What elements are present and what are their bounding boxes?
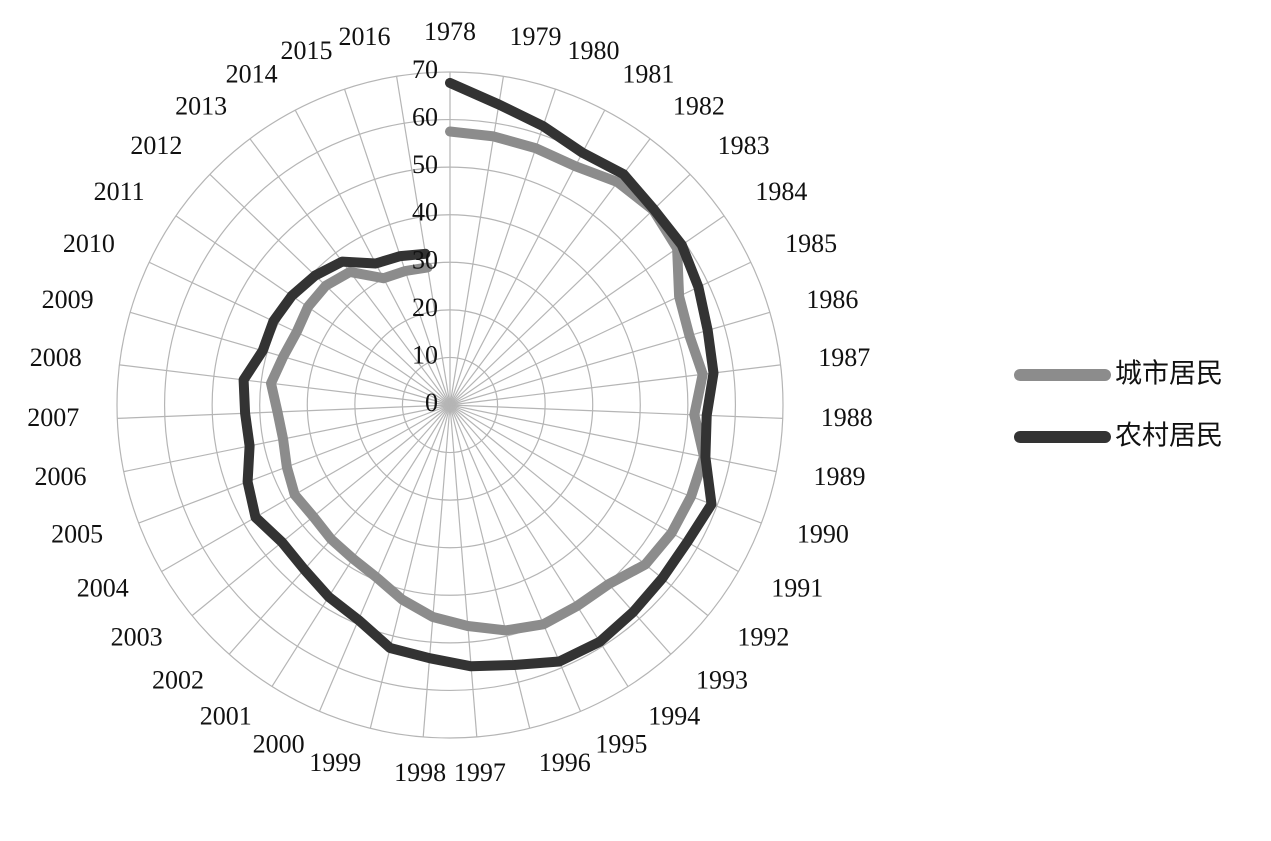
category-label: 2001 [200,702,252,731]
category-label: 2011 [94,177,145,206]
spoke [449,404,777,473]
spoke [294,109,451,406]
spoke [175,215,451,406]
legend-label: 农村居民 [1115,421,1223,452]
spoke [191,404,451,617]
category-label: 2013 [175,91,227,120]
r-tick-label: 70 [412,55,438,84]
spoke [209,173,451,406]
legend-label: 城市居民 [1115,359,1223,390]
spoke [343,88,451,406]
category-label: 1980 [567,36,619,65]
category-label: 1993 [696,666,748,695]
category-label: 2014 [226,59,278,88]
spoke [117,404,451,420]
spoke [138,404,451,524]
spoke [449,404,709,617]
category-label: 1985 [785,229,837,258]
category-label: 1984 [755,177,807,206]
category-label: 1992 [737,623,789,652]
category-label: 2010 [63,229,115,258]
spoke [422,404,451,737]
spoke [161,404,451,573]
spoke [271,404,451,687]
spoke [449,311,771,406]
category-label: 2000 [253,729,305,758]
spoke [449,364,781,406]
category-label: 1988 [821,403,873,432]
spoke [449,404,531,729]
category-label: 1998 [394,758,446,787]
spoke [449,109,606,406]
category-label: 2002 [152,666,204,695]
category-label: 2008 [30,343,82,372]
spoke [449,404,783,420]
category-label: 1991 [771,573,823,602]
category-label: 2012 [130,131,182,160]
r-tick-label: 40 [412,198,438,227]
category-label: 2015 [281,36,333,65]
category-label: 1994 [648,702,700,731]
category-label: 1979 [510,22,562,51]
category-label: 1982 [673,91,725,120]
spoke [449,76,505,406]
category-label: 1997 [454,758,506,787]
r-tick-label: 0 [425,388,438,417]
category-label: 2003 [111,623,163,652]
spoke [449,88,557,406]
r-tick-label: 50 [412,150,438,179]
category-label: 2004 [77,573,129,602]
spoke [449,404,478,737]
series-line [266,126,709,636]
category-label: 1983 [718,131,770,160]
spoke [318,404,451,712]
spoke [119,364,451,406]
r-tick-label: 30 [412,245,438,274]
category-label: 2016 [338,22,390,51]
category-label: 1986 [806,285,858,314]
category-label: 2006 [34,462,86,491]
series-line [238,77,719,672]
spoke [369,404,451,729]
category-label: 2005 [51,520,103,549]
category-label: 1995 [595,729,647,758]
spoke [228,404,451,655]
category-label: 1989 [814,462,866,491]
category-label: 1999 [309,748,361,777]
category-label: 2007 [27,403,79,432]
category-label: 1990 [797,520,849,549]
category-label: 1978 [424,17,476,46]
category-label: 1996 [539,748,591,777]
spoke [395,76,451,406]
r-tick-label: 20 [412,293,438,322]
r-tick-label: 10 [412,340,438,369]
category-label: 1981 [622,59,674,88]
r-tick-label: 60 [412,103,438,132]
category-label: 1987 [818,343,870,372]
category-label: 2009 [42,285,94,314]
spoke [129,311,451,406]
